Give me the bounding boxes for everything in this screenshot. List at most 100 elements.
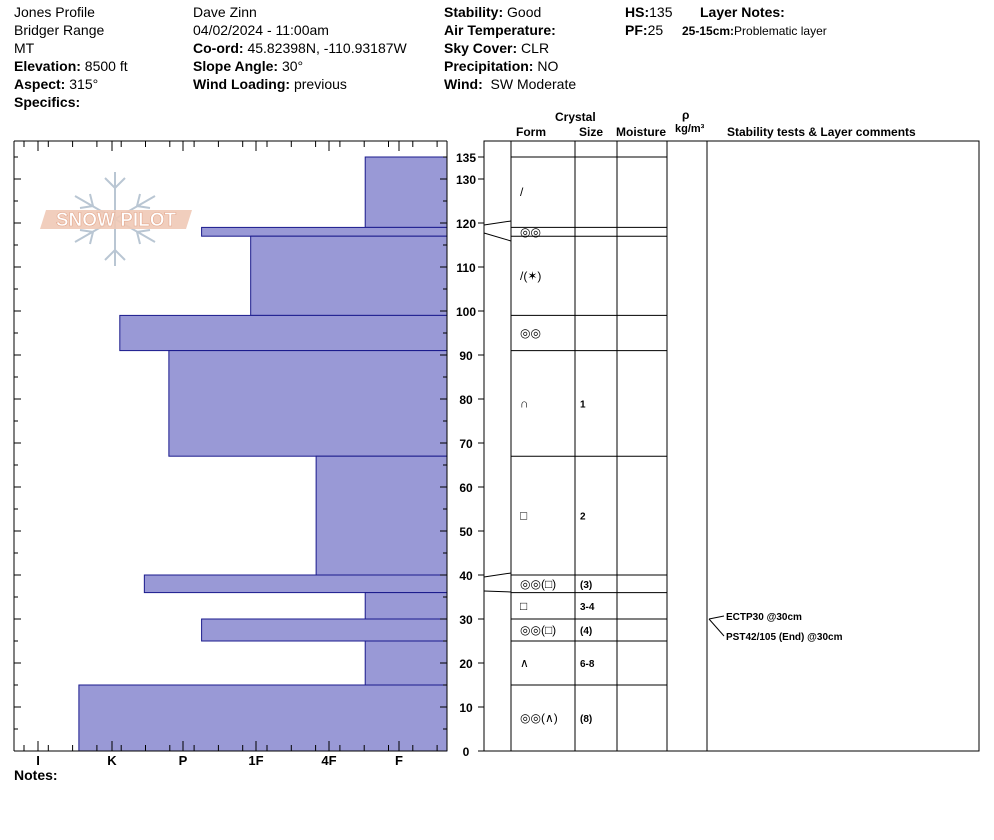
hardness-bar <box>250 235 448 316</box>
hardness-bar <box>315 455 448 576</box>
slope: Slope Angle: 30° <box>193 57 407 75</box>
stability-test-pointer <box>708 618 725 637</box>
coord-value: 45.82398N, -110.93187W <box>247 40 407 56</box>
layer-note-text: Problematic layer <box>734 24 827 38</box>
crystal-form: ∧ <box>520 656 529 670</box>
precip-label: Precipitation: <box>444 58 534 74</box>
elevation-value: 8500 ft <box>84 58 128 74</box>
snowpilot-logo: SNOW PILOT <box>40 172 192 266</box>
depth-tick-label: 40 <box>459 569 473 583</box>
crystal-form: ◎◎ <box>520 225 541 239</box>
hardness-bar <box>364 640 448 686</box>
elevation-label: Elevation: <box>14 58 81 74</box>
slope-label: Slope Angle: <box>193 58 279 74</box>
hardness-bar <box>201 618 448 642</box>
depth-tick-label: 130 <box>456 173 476 187</box>
crystal-size: 2 <box>580 512 586 523</box>
crystal-header: Crystal <box>555 110 596 124</box>
hardness-label: P <box>179 753 188 768</box>
coord: Co-ord: 45.82398N, -110.93187W <box>193 39 407 57</box>
notes-label: Notes: <box>14 767 58 783</box>
depth-tick-label: 30 <box>459 613 473 627</box>
crystal-form: ◎◎(□) <box>520 623 556 637</box>
stability: Stability: Good <box>444 3 576 21</box>
crystal-size: (4) <box>580 626 592 637</box>
boundary-connector <box>483 590 512 593</box>
size-header: Size <box>579 125 604 139</box>
crystal-form: /(✶) <box>520 269 541 283</box>
depth-tick-label: 20 <box>459 657 473 671</box>
stability-test-label: PST42/105 (End) @30cm <box>726 632 843 643</box>
depth-tick-label: 70 <box>459 437 473 451</box>
boundary-connector <box>483 232 512 242</box>
depth-tick-label: 10 <box>459 701 473 715</box>
depth-tick-label: 110 <box>456 261 476 275</box>
wind: Wind: SW Moderate <box>444 75 576 93</box>
hardness-bar <box>364 592 448 620</box>
range-name: Bridger Range <box>14 22 105 38</box>
hardness-label: K <box>107 753 117 768</box>
sky-value: CLR <box>521 40 550 56</box>
hardness-label: I <box>36 753 40 768</box>
crystal-size: (3) <box>580 580 592 591</box>
hardness-bar <box>168 350 448 457</box>
pf-label: PF: <box>625 22 648 38</box>
boundary-connector <box>483 572 512 578</box>
hs-value: 135 <box>649 4 673 20</box>
depth-tick-label: 0 <box>463 745 470 759</box>
elevation: Elevation: 8500 ft <box>14 57 128 75</box>
depth-tick-label: 100 <box>456 305 476 319</box>
crystal-size: (8) <box>580 714 592 725</box>
hardness-bar <box>201 226 448 237</box>
sky-cover: Sky Cover: CLR <box>444 39 576 57</box>
hardness-bar <box>364 156 448 228</box>
layer-note: 25-15cm:Problematic layer <box>682 22 827 40</box>
crystal-form: □ <box>520 599 527 613</box>
crystal-form: ◎◎(□) <box>520 577 556 591</box>
hardness-bar <box>78 684 448 752</box>
depth-tick-label: 90 <box>459 349 473 363</box>
crystal-form: ◎◎ <box>520 326 541 340</box>
notes: Notes: <box>14 766 58 784</box>
pf-value: 25 <box>647 22 664 38</box>
stability-test-pointer <box>708 615 725 620</box>
aspect-value: 315° <box>69 76 99 92</box>
sky-label: Sky Cover: <box>444 40 518 56</box>
moisture-header: Moisture <box>616 125 667 139</box>
datetime: 04/02/2024 - 11:00am <box>193 22 329 38</box>
header-weather-info: Stability: Good Air Temperature: Sky Cov… <box>444 3 576 93</box>
stability-label: Stability: <box>444 4 504 20</box>
hs: HS:135 <box>625 3 672 21</box>
hardness-bar <box>119 314 448 352</box>
crystal-form: ◎◎(∧) <box>520 711 558 725</box>
stability-header: Stability tests & Layer comments <box>727 125 916 139</box>
logo-text: SNOW PILOT <box>56 210 177 231</box>
stability-test-label: ECTP30 @30cm <box>726 612 802 623</box>
stability-value: Good <box>507 4 542 20</box>
depth-tick-label: 135 <box>456 151 476 165</box>
hardness-label: 4F <box>321 753 336 768</box>
header-hs-pf: HS:135 PF:25 <box>625 3 672 39</box>
wind-value: SW Moderate <box>490 76 577 92</box>
wind-label: Wind: <box>444 76 483 92</box>
depth-tick-label: 60 <box>459 481 473 495</box>
crystal-size: 1 <box>580 399 586 410</box>
air-temp: Air Temperature: <box>444 21 576 39</box>
aspect-label: Aspect: <box>14 76 66 92</box>
header-site-info: Jones Profile Bridger Range MT Elevation… <box>14 3 128 111</box>
table-frame <box>483 140 980 752</box>
crystal-form: □ <box>520 509 527 523</box>
aspect: Aspect: 315° <box>14 75 128 93</box>
depth-tick-label: 50 <box>459 525 473 539</box>
crystal-size: 3-4 <box>580 602 595 613</box>
hardness-label: F <box>395 753 403 768</box>
hs-label: HS: <box>625 4 650 20</box>
boundary-connector <box>483 220 512 226</box>
hardness-label: 1F <box>248 753 263 768</box>
crystal-form: ∩ <box>520 396 529 410</box>
observer: Dave Zinn <box>193 4 257 20</box>
header-observer-info: Dave Zinn 04/02/2024 - 11:00am Co-ord: 4… <box>193 3 407 93</box>
profile-name: Jones Profile <box>14 4 95 20</box>
layer-notes-block: Layer Notes: <box>700 3 785 21</box>
depth-tick-label: 80 <box>459 393 473 407</box>
